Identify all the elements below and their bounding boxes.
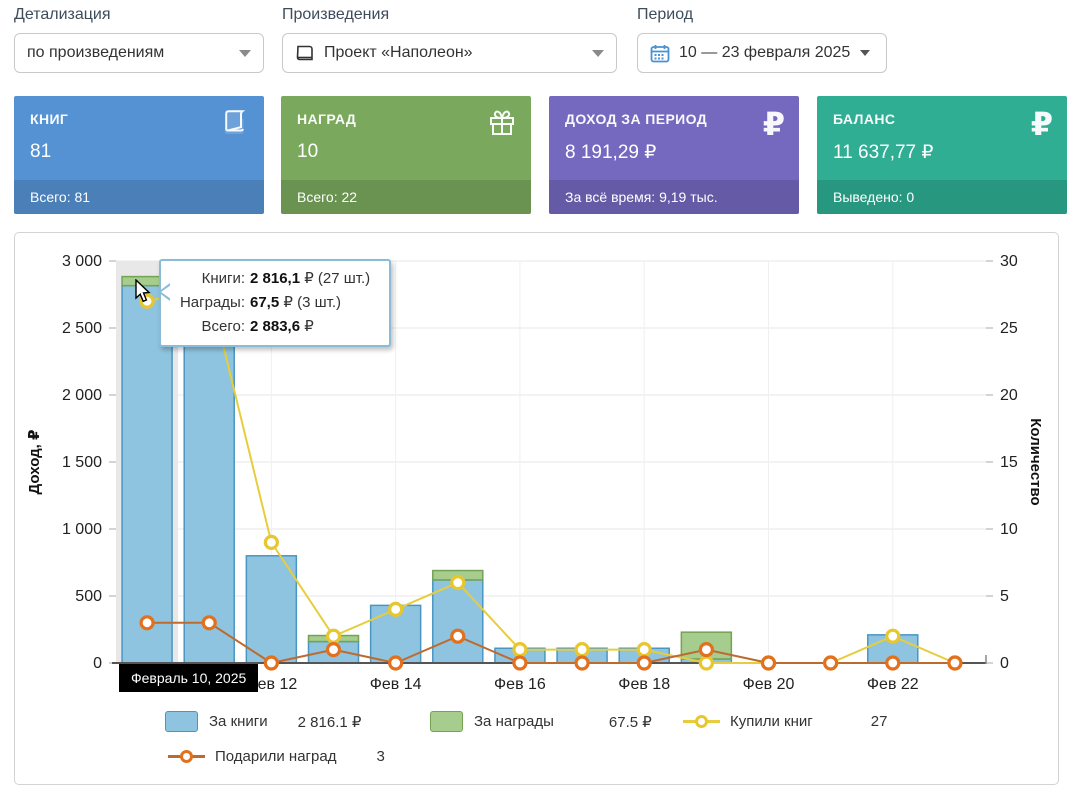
period-income-card: ДОХОД ЗА ПЕРИОД 8 191,29 ₽ ₽ За всё врем… bbox=[549, 96, 799, 214]
svg-text:1 000: 1 000 bbox=[62, 521, 102, 538]
balance-card: БАЛАНС 11 637,77 ₽ ₽ Выведено: 0 bbox=[817, 96, 1067, 214]
svg-text:5: 5 bbox=[1000, 588, 1009, 605]
svg-text:0: 0 bbox=[93, 655, 102, 672]
chevron-down-icon bbox=[239, 49, 251, 57]
rewards-series-swatch bbox=[430, 711, 463, 732]
legend-item-rewards[interactable]: За награды 67.5 ₽ bbox=[430, 711, 652, 732]
svg-text:3 000: 3 000 bbox=[62, 253, 102, 270]
detail-select-value: по произведениям bbox=[27, 44, 165, 61]
svg-text:25: 25 bbox=[1000, 320, 1018, 337]
calendar-icon bbox=[650, 44, 670, 63]
books-series-swatch bbox=[165, 711, 198, 732]
hovered-date-label: Февраль 10, 2025 bbox=[119, 664, 259, 692]
detail-select[interactable]: по произведениям bbox=[14, 33, 264, 73]
period-income-card-title: ДОХОД ЗА ПЕРИОД bbox=[565, 111, 708, 127]
svg-text:Фев 14: Фев 14 bbox=[370, 676, 422, 693]
legend-item-rewards-count[interactable]: Подарили наград 3 bbox=[168, 746, 385, 767]
rewards-card-value: 10 bbox=[297, 141, 319, 162]
works-filter-label: Произведения bbox=[282, 6, 390, 23]
svg-text:15: 15 bbox=[1000, 454, 1018, 471]
svg-text:Фев 16: Фев 16 bbox=[494, 676, 546, 693]
legend-label: За книги bbox=[209, 713, 268, 730]
svg-text:Фев 12: Фев 12 bbox=[245, 676, 297, 693]
svg-text:10: 10 bbox=[1000, 521, 1018, 538]
legend-item-books[interactable]: За книги 2 816.1 ₽ bbox=[165, 711, 361, 732]
book-icon bbox=[220, 108, 250, 141]
book-icon bbox=[295, 44, 315, 62]
detail-filter-label: Детализация bbox=[14, 6, 111, 23]
svg-text:Доход, ₽: Доход, ₽ bbox=[26, 430, 43, 495]
balance-card-footer: Выведено: 0 bbox=[817, 180, 1067, 214]
works-select-value: Проект «Наполеон» bbox=[324, 44, 473, 61]
svg-text:2 000: 2 000 bbox=[62, 387, 102, 404]
mouse-cursor-icon bbox=[135, 279, 151, 303]
svg-text:Фев 22: Фев 22 bbox=[867, 676, 919, 693]
period-value: 10 — 23 февраля 2025 bbox=[679, 44, 851, 61]
gift-icon bbox=[487, 108, 517, 143]
svg-text:Количество: Количество bbox=[1027, 418, 1044, 505]
svg-text:2 500: 2 500 bbox=[62, 320, 102, 337]
tooltip-row-total: Всего: 2 883,6 ₽ bbox=[201, 318, 314, 335]
ruble-icon: ₽ bbox=[1030, 105, 1053, 143]
legend-value: 3 bbox=[376, 748, 385, 765]
rewards-card-title: НАГРАД bbox=[297, 111, 357, 127]
chart-tooltip: Книги: 2 816,1 ₽ (27 шт.) Награды: 67,5 ₽ … bbox=[158, 259, 391, 347]
books-card: КНИГ 81 Всего: 81 bbox=[14, 96, 264, 214]
income-chart[interactable]: 0 0 500 5 1 000 10 1 500 15 2 000 20 2 500 25 3 000 3… bbox=[15, 233, 1058, 784]
ruble-icon: ₽ bbox=[762, 105, 785, 143]
legend-label: Купили книг bbox=[730, 713, 813, 730]
rewards-card: НАГРАД 10 Всего: 22 bbox=[281, 96, 531, 214]
tooltip-row-books: Книги: 2 816,1 ₽ (27 шт.) bbox=[201, 270, 371, 287]
chevron-down-icon bbox=[592, 49, 604, 57]
chevron-down-icon bbox=[860, 50, 871, 56]
svg-text:30: 30 bbox=[1000, 253, 1018, 270]
books-card-title: КНИГ bbox=[30, 111, 69, 127]
svg-text:20: 20 bbox=[1000, 387, 1018, 404]
svg-text:Фев 20: Фев 20 bbox=[743, 676, 795, 693]
svg-text:0: 0 bbox=[1000, 655, 1009, 672]
tooltip-row-rewards: Награды: 67,5 ₽ (3 шт.) bbox=[179, 294, 341, 311]
books-card-footer: Всего: 81 bbox=[14, 180, 264, 214]
balance-card-value: 11 637,77 ₽ bbox=[833, 142, 934, 163]
legend-label: За награды bbox=[474, 713, 554, 730]
books-card-value: 81 bbox=[30, 141, 52, 162]
rewards-card-footer: Всего: 22 bbox=[281, 180, 531, 214]
legend-value: 67.5 ₽ bbox=[608, 713, 652, 731]
period-picker-button[interactable]: 10 — 23 февраля 2025 bbox=[637, 33, 887, 73]
period-income-card-footer: За всё время: 9,19 тыс. bbox=[549, 180, 799, 214]
balance-card-title: БАЛАНС bbox=[833, 111, 896, 127]
legend-item-books-count[interactable]: Купили книг 27 bbox=[683, 711, 887, 732]
svg-text:Фев 18: Фев 18 bbox=[618, 676, 670, 693]
income-chart-panel: 0 0 500 5 1 000 10 1 500 15 2 000 20 2 500 25 3 000 3… bbox=[14, 232, 1059, 785]
works-filter: Произведения Проект «Наполеон» bbox=[282, 6, 617, 73]
legend-label: Подарили наград bbox=[215, 748, 337, 765]
svg-text:1 500: 1 500 bbox=[62, 454, 102, 471]
detail-filter: Детализация по произведениям bbox=[14, 6, 264, 73]
books-count-series-marker bbox=[683, 711, 720, 732]
period-income-card-value: 8 191,29 ₽ bbox=[565, 142, 657, 163]
svg-text:500: 500 bbox=[75, 588, 102, 605]
works-select[interactable]: Проект «Наполеон» bbox=[282, 33, 617, 73]
legend-value: 27 bbox=[870, 713, 888, 730]
period-filter: Период 10 — 23 февраля 2025 bbox=[637, 6, 887, 73]
legend-value: 2 816.1 ₽ bbox=[297, 713, 362, 731]
rewards-count-series-marker bbox=[168, 746, 205, 767]
period-filter-label: Период bbox=[637, 6, 694, 23]
